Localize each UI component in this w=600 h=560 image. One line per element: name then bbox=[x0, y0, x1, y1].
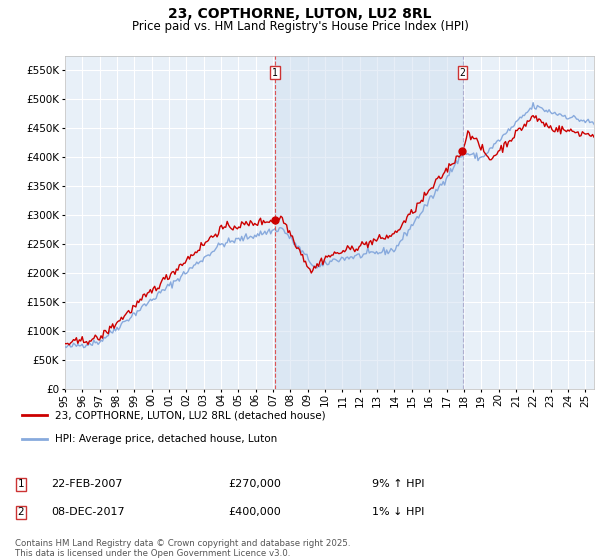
Text: £400,000: £400,000 bbox=[228, 507, 281, 517]
Text: 08-DEC-2017: 08-DEC-2017 bbox=[51, 507, 125, 517]
Text: Price paid vs. HM Land Registry's House Price Index (HPI): Price paid vs. HM Land Registry's House … bbox=[131, 20, 469, 32]
Text: Contains HM Land Registry data © Crown copyright and database right 2025.
This d: Contains HM Land Registry data © Crown c… bbox=[15, 539, 350, 558]
Text: 2: 2 bbox=[460, 68, 466, 78]
Text: 1: 1 bbox=[17, 479, 25, 489]
Text: 1% ↓ HPI: 1% ↓ HPI bbox=[372, 507, 424, 517]
Text: 9% ↑ HPI: 9% ↑ HPI bbox=[372, 479, 425, 489]
Text: £270,000: £270,000 bbox=[228, 479, 281, 489]
Text: 23, COPTHORNE, LUTON, LU2 8RL: 23, COPTHORNE, LUTON, LU2 8RL bbox=[168, 7, 432, 21]
Text: 23, COPTHORNE, LUTON, LU2 8RL (detached house): 23, COPTHORNE, LUTON, LU2 8RL (detached … bbox=[55, 410, 325, 420]
Text: 22-FEB-2007: 22-FEB-2007 bbox=[51, 479, 122, 489]
Text: 2: 2 bbox=[17, 507, 25, 517]
Text: HPI: Average price, detached house, Luton: HPI: Average price, detached house, Luto… bbox=[55, 434, 277, 444]
Bar bbox=[275, 56, 463, 389]
Text: 1: 1 bbox=[272, 68, 278, 78]
